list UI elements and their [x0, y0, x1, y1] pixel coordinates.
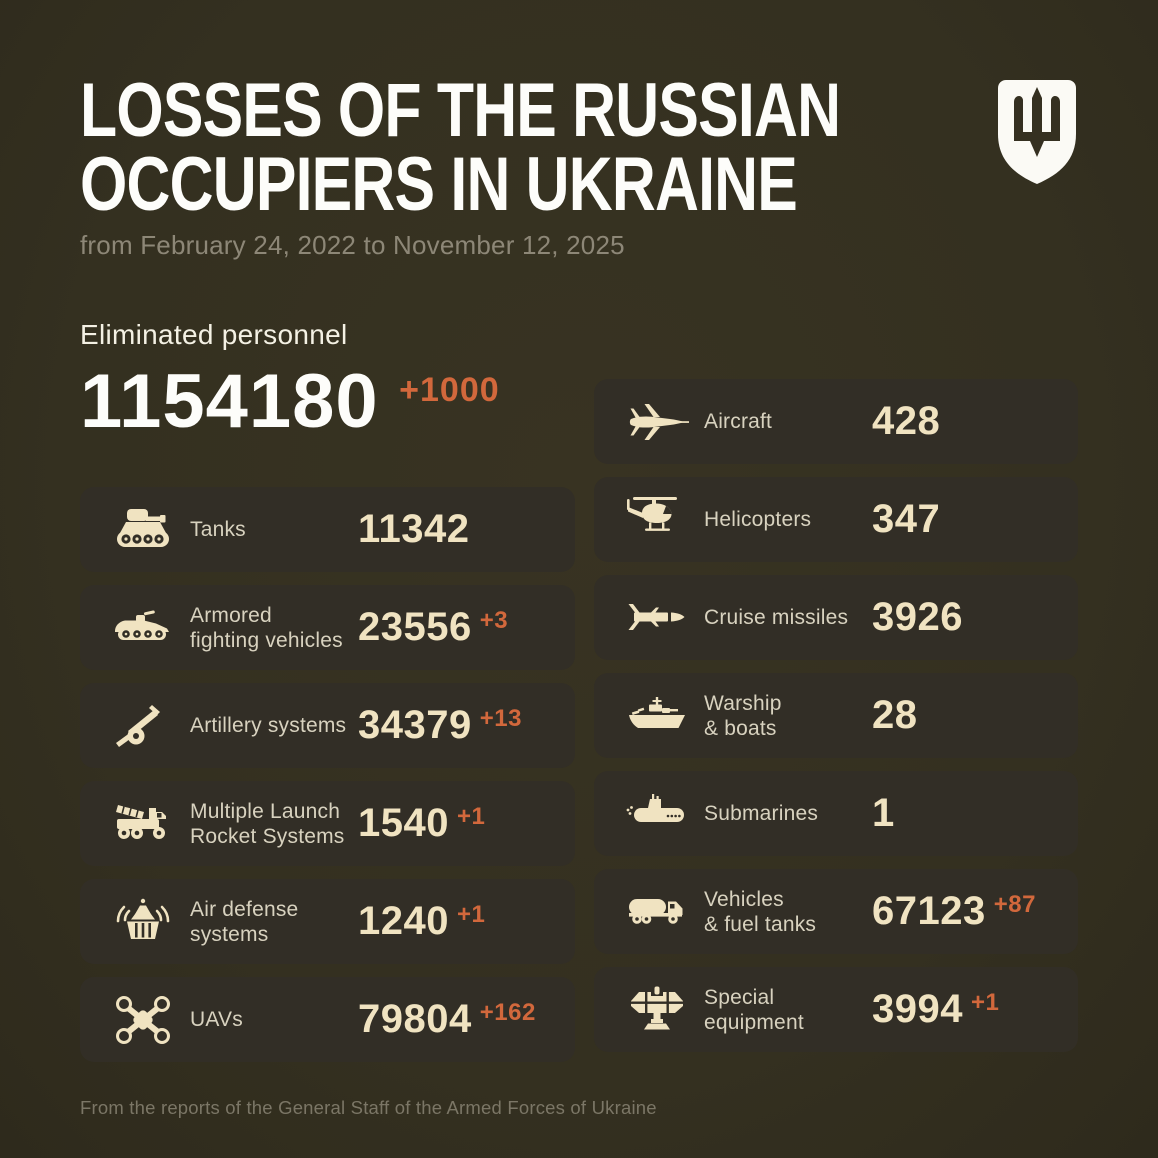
stat-card: Vehicles & fuel tanks 67123 +87 [593, 869, 1078, 954]
stat-label: Artillery systems [190, 714, 347, 737]
eliminated-personnel-delta: +1000 [399, 371, 500, 409]
infographic-poster: LOSSES OF THE RUSSIAN OCCUPIERS IN UKRAI… [80, 68, 1078, 1118]
stat-card: Submarines 1 [593, 771, 1078, 856]
stat-card: Aircraft 428 [593, 379, 1078, 464]
stat-number: 34379 +13 [358, 703, 522, 748]
stat-label: Special equipment [703, 985, 804, 1034]
page-title-line-2: OCCUPIERS IN UKRAINE [80, 142, 798, 227]
uav-icon [108, 992, 178, 1048]
stat-label: Warship & boats [703, 691, 782, 740]
stat-delta: +3 [479, 607, 509, 634]
eliminated-personnel-label: Eliminated personnel [80, 319, 348, 350]
stat-card: Artillery systems 34379 +13 [80, 683, 575, 768]
stat-delta: +87 [993, 891, 1036, 918]
date-range-subtitle: from February 24, 2022 to November 12, 2… [80, 230, 625, 260]
special-equipment-icon [622, 982, 692, 1038]
stat-label: Tanks [190, 518, 246, 541]
stat-number: 79804 +162 [358, 997, 536, 1042]
eliminated-personnel-number: 1154180 +1000 [80, 360, 575, 444]
stat-label: Submarines [703, 802, 819, 825]
stat-value: 1 [871, 791, 895, 835]
stat-value: 1540 [358, 801, 449, 845]
stat-label: Vehicles & fuel tanks [703, 887, 817, 936]
cruise-missile-icon [622, 590, 692, 646]
artillery-icon [108, 698, 178, 754]
stat-label: UAVs [190, 1008, 243, 1031]
air-defense-icon [108, 894, 178, 950]
eliminated-personnel-block: Eliminated personnel 1154180 +1000 [80, 318, 575, 487]
ukraine-trident-shield-icon [998, 80, 1076, 184]
stat-delta: +1 [970, 989, 1000, 1016]
stat-card: Helicopters 347 [593, 477, 1078, 562]
stats-column-right: Aircraft 428 Helicopters 347 Cruise miss… [593, 379, 1078, 1075]
stat-number: 67123 +87 [872, 889, 1036, 934]
stat-number: 347 [872, 497, 940, 542]
stats-column-left: Eliminated personnel 1154180 +1000 Tanks… [80, 318, 575, 1075]
stat-delta: +1 [456, 901, 486, 928]
stat-card: Air defense systems 1240 +1 [80, 879, 575, 964]
stat-number: 3926 [872, 595, 963, 640]
helicopter-icon [622, 492, 692, 548]
stat-value: 428 [871, 399, 941, 443]
stat-number: 23556 +3 [358, 605, 508, 650]
stat-value: 11342 [358, 507, 470, 551]
armored-vehicle-icon [108, 600, 178, 656]
stat-card: Multiple Launch Rocket Systems 1540 +1 [80, 781, 575, 866]
stat-value: 28 [871, 693, 918, 737]
stat-value: 3994 [871, 987, 963, 1031]
stat-number: 11342 [358, 507, 470, 552]
stat-value: 3926 [871, 595, 963, 639]
stat-card: Cruise missiles 3926 [593, 575, 1078, 660]
stat-card: Warship & boats 28 [593, 673, 1078, 758]
stat-card: Armored fighting vehicles 23556 +3 [80, 585, 575, 670]
stat-label: Armored fighting vehicles [190, 603, 343, 652]
stat-label: Air defense systems [190, 897, 299, 946]
stat-number: 1540 +1 [358, 801, 485, 846]
stat-value: 23556 [358, 605, 472, 649]
stat-label: Cruise missiles [703, 606, 849, 629]
stat-value: 67123 [871, 889, 986, 933]
stat-number: 1 [872, 791, 895, 836]
aircraft-icon [622, 394, 692, 450]
stat-label: Aircraft [703, 410, 773, 433]
page-title: LOSSES OF THE RUSSIAN OCCUPIERS IN UKRAI… [80, 68, 1078, 227]
stat-number: 28 [872, 693, 918, 738]
stat-label: Helicopters [703, 508, 812, 531]
stat-delta: +13 [479, 705, 522, 732]
stat-card: Tanks 11342 [80, 487, 575, 572]
eliminated-personnel-value: 1154180 [80, 359, 379, 444]
mlrs-icon [108, 796, 178, 852]
stat-value: 1240 [358, 899, 449, 943]
vehicles-fuel-icon [622, 884, 692, 940]
stat-delta: +1 [456, 803, 486, 830]
submarine-icon [622, 786, 692, 842]
stat-card: UAVs 79804 +162 [80, 977, 575, 1062]
stat-value: 34379 [358, 703, 472, 747]
stat-number: 428 [872, 399, 940, 444]
stat-value: 79804 [358, 997, 472, 1041]
stat-number: 1240 +1 [358, 899, 485, 944]
warship-icon [622, 688, 692, 744]
stat-label: Multiple Launch Rocket Systems [190, 799, 345, 848]
page-title-line-1: LOSSES OF THE RUSSIAN [80, 68, 841, 153]
source-attribution: From the reports of the General Staff of… [80, 1097, 657, 1118]
stat-number: 3994 +1 [872, 987, 999, 1032]
stat-value: 347 [871, 497, 941, 541]
stat-card: Special equipment 3994 +1 [593, 967, 1078, 1052]
stats-grid: Eliminated personnel 1154180 +1000 Tanks… [80, 318, 1078, 1075]
tank-icon [108, 502, 178, 558]
stat-delta: +162 [479, 999, 536, 1026]
